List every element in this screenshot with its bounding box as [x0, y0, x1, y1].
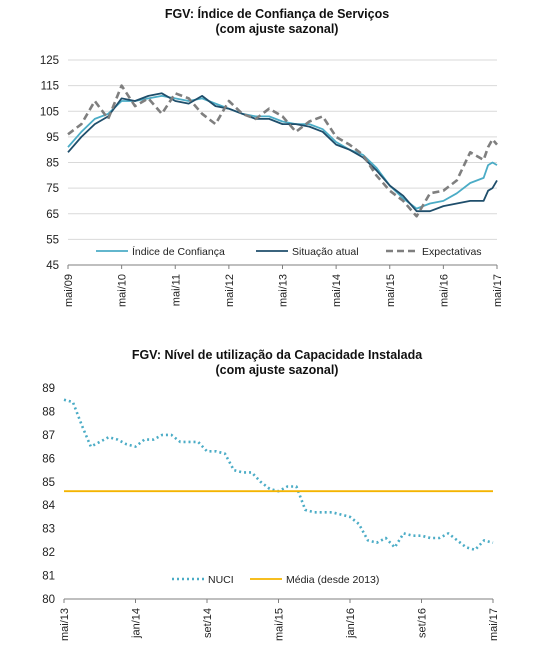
chart-svg: 80 81 82 83 84 85 86 87 88 89 mai/13 jan/14 set/14 ma…	[42, 383, 500, 641]
x-tick-label: mai/17	[492, 274, 504, 307]
x-tick-label: mai/10	[117, 274, 129, 307]
x-tick-label: mai/15	[274, 608, 286, 641]
legend-label: Expectativas	[422, 246, 482, 258]
y-tick-label: 105	[40, 106, 59, 118]
y-tick-label: 115	[41, 81, 59, 93]
x-tick-label: mai/15	[385, 274, 397, 307]
y-tick-label: 84	[42, 500, 55, 512]
x-tick-label: mai/13	[59, 608, 71, 641]
y-tick-label: 80	[42, 594, 55, 606]
x-tick-label: set/16	[417, 608, 429, 638]
x-tick-label: mai/14	[331, 274, 343, 307]
x-tick-label: mai/12	[224, 274, 236, 307]
y-tick-label: 82	[42, 547, 55, 559]
legend-label: Índice de Confiança	[132, 245, 225, 258]
y-tick-label: 89	[42, 383, 55, 395]
chart-confianca-servicos: FGV: Índice de Confiança de Serviços (co…	[0, 0, 554, 335]
chart-subtitle: (com ajuste sazonal)	[215, 363, 339, 377]
x-tick-label: jan/16	[345, 608, 357, 639]
chart-title: FGV: Nível de utilização da Capacidade I…	[131, 348, 423, 362]
chart-svg: 45 55 65 75 85 95 105 115 125 mai/09 mai/10 mai/11 m…	[40, 55, 504, 307]
series-line	[67, 92, 498, 213]
x-tick-label: set/14	[202, 608, 214, 638]
y-tick-label: 86	[42, 453, 55, 465]
y-tick-label: 81	[42, 571, 55, 583]
chart-nuci: FGV: Nível de utilização da Capacidade I…	[0, 335, 554, 671]
series-line	[67, 84, 498, 218]
x-tick-label: mai/16	[438, 274, 450, 307]
x-tick-label: mai/17	[488, 608, 500, 641]
y-tick-label: 88	[42, 406, 55, 418]
y-tick-label: 87	[42, 430, 55, 442]
legend-label: Média (desde 2013)	[286, 574, 379, 586]
y-tick-label: 85	[42, 477, 55, 489]
y-tick-label: 75	[46, 183, 59, 195]
x-tick-label: mai/09	[63, 274, 75, 307]
y-tick-label: 125	[40, 55, 59, 67]
chart-subtitle: (com ajuste sazonal)	[215, 22, 339, 36]
y-tick-label: 83	[42, 524, 55, 536]
x-tick-label: jan/14	[131, 608, 143, 639]
x-tick-label: mai/13	[278, 274, 290, 307]
y-tick-label: 55	[46, 234, 59, 246]
series-line	[63, 398, 494, 552]
y-tick-label: 85	[46, 158, 59, 170]
y-tick-label: 45	[46, 260, 59, 272]
chart-title: FGV: Índice de Confiança de Serviços	[164, 7, 390, 21]
y-tick-label: 65	[46, 209, 59, 221]
x-tick-label: mai/11	[170, 274, 182, 306]
legend-label: NUCI	[208, 574, 234, 586]
y-tick-label: 95	[46, 132, 59, 144]
legend-label: Situação atual	[292, 246, 359, 258]
